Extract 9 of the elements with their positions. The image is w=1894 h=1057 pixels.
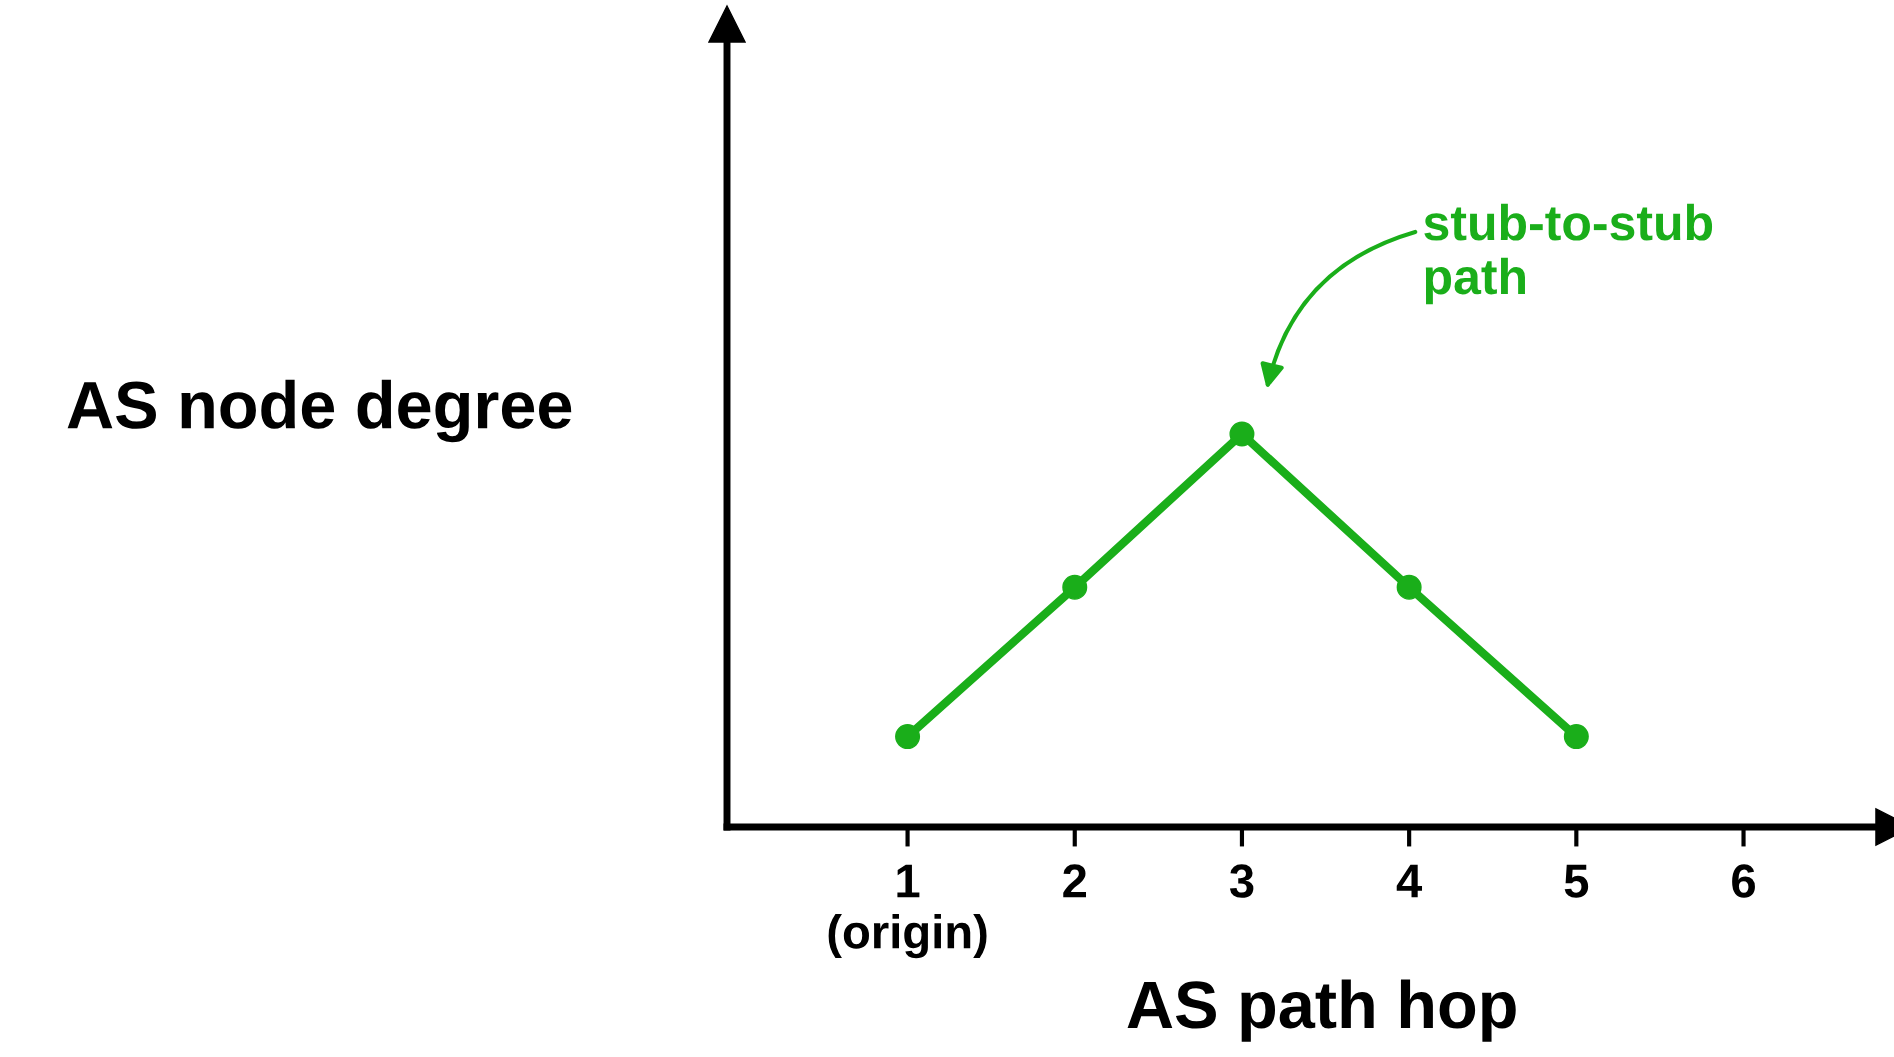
text: stub-to-stub path: [1424, 203, 1713, 305]
x-tick-label: 3: [1229, 864, 1254, 898]
x-tick-label: 4: [1396, 864, 1423, 898]
x-tick-label: 6: [1732, 864, 1755, 898]
x-tick-label: 1 (origin): [828, 864, 987, 959]
x-axis-title: AS path hop: [1127, 979, 1516, 1042]
x-tick-label: 5: [1564, 864, 1589, 898]
x-tick-label: 2: [1063, 864, 1086, 898]
y-axis-title: AS node degree: [67, 379, 572, 443]
